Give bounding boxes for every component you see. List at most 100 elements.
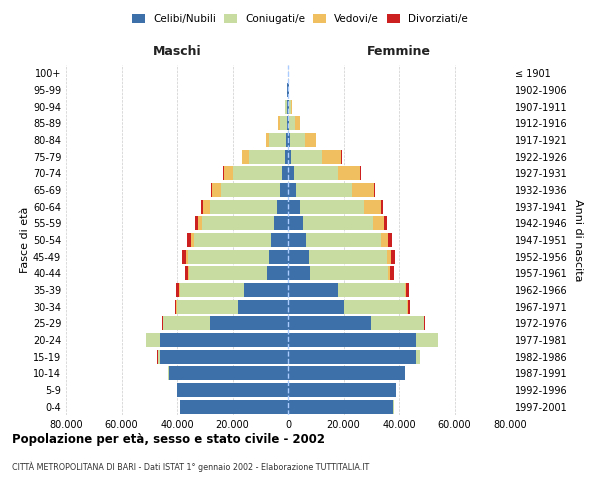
Bar	[381, 200, 383, 214]
Bar	[293, 166, 338, 180]
Bar	[210, 200, 277, 214]
Bar	[391, 250, 395, 264]
Bar	[221, 183, 280, 197]
Bar	[364, 200, 381, 214]
Bar	[288, 300, 343, 314]
Bar	[211, 183, 212, 197]
Legend: Celibi/Nubili, Coniugati/e, Vedovi/e, Divorziati/e: Celibi/Nubili, Coniugati/e, Vedovi/e, Di…	[128, 10, 472, 29]
Bar	[187, 233, 191, 247]
Bar	[408, 300, 410, 314]
Bar	[288, 366, 404, 380]
Bar	[406, 283, 409, 297]
Bar	[416, 333, 438, 347]
Bar	[195, 216, 198, 230]
Bar	[248, 150, 284, 164]
Bar	[296, 183, 352, 197]
Bar	[202, 216, 274, 230]
Bar	[188, 250, 269, 264]
Bar	[360, 166, 361, 180]
Bar	[286, 133, 288, 147]
Bar	[338, 283, 404, 297]
Bar	[388, 233, 392, 247]
Bar	[194, 233, 271, 247]
Bar	[288, 250, 309, 264]
Bar	[185, 266, 188, 280]
Bar	[176, 283, 179, 297]
Bar	[271, 233, 288, 247]
Bar	[160, 350, 288, 364]
Bar	[371, 316, 424, 330]
Bar	[381, 233, 388, 247]
Bar	[177, 383, 288, 397]
Bar	[238, 300, 288, 314]
Bar	[188, 266, 190, 280]
Bar	[288, 333, 416, 347]
Text: Maschi: Maschi	[152, 46, 202, 59]
Bar	[301, 200, 364, 214]
Bar	[163, 316, 210, 330]
Bar	[242, 150, 248, 164]
Bar	[244, 283, 288, 297]
Bar	[212, 183, 221, 197]
Bar	[290, 133, 305, 147]
Bar	[303, 216, 373, 230]
Bar	[288, 133, 290, 147]
Bar	[287, 100, 288, 114]
Bar	[288, 266, 310, 280]
Bar	[278, 116, 280, 130]
Bar	[288, 316, 371, 330]
Y-axis label: Fasce di età: Fasce di età	[20, 207, 30, 273]
Text: Popolazione per età, sesso e stato civile - 2002: Popolazione per età, sesso e stato civil…	[12, 432, 325, 446]
Bar	[280, 116, 287, 130]
Bar	[416, 350, 420, 364]
Text: Femmine: Femmine	[367, 46, 431, 59]
Bar	[288, 350, 416, 364]
Bar	[373, 216, 384, 230]
Bar	[186, 250, 188, 264]
Bar	[384, 216, 387, 230]
Bar	[269, 133, 286, 147]
Y-axis label: Anni di nascita: Anni di nascita	[573, 198, 583, 281]
Bar	[288, 283, 338, 297]
Bar	[288, 150, 292, 164]
Bar	[288, 166, 293, 180]
Bar	[162, 316, 163, 330]
Bar	[343, 300, 407, 314]
Bar	[390, 266, 394, 280]
Bar	[267, 266, 288, 280]
Bar	[288, 116, 289, 130]
Bar	[338, 166, 360, 180]
Bar	[404, 283, 406, 297]
Bar	[169, 366, 288, 380]
Bar	[388, 266, 390, 280]
Bar	[269, 250, 288, 264]
Bar	[203, 200, 210, 214]
Bar	[424, 316, 425, 330]
Bar	[289, 100, 291, 114]
Bar	[160, 333, 288, 347]
Bar	[305, 133, 316, 147]
Bar	[352, 183, 374, 197]
Bar	[224, 166, 233, 180]
Bar	[190, 266, 267, 280]
Bar	[198, 216, 202, 230]
Bar	[309, 250, 386, 264]
Bar	[291, 100, 292, 114]
Bar	[322, 150, 341, 164]
Bar	[288, 383, 396, 397]
Bar	[284, 150, 288, 164]
Bar	[288, 200, 301, 214]
Bar	[177, 300, 238, 314]
Bar	[146, 333, 160, 347]
Text: CITTÀ METROPOLITANA DI BARI - Dati ISTAT 1° gennaio 2002 - Elaborazione TUTTITAL: CITTÀ METROPOLITANA DI BARI - Dati ISTAT…	[12, 462, 369, 472]
Bar	[404, 366, 406, 380]
Bar	[180, 400, 288, 414]
Bar	[182, 250, 186, 264]
Bar	[287, 116, 288, 130]
Bar	[288, 183, 296, 197]
Bar	[202, 200, 203, 214]
Bar	[288, 100, 289, 114]
Bar	[386, 250, 391, 264]
Bar	[277, 200, 288, 214]
Bar	[285, 100, 287, 114]
